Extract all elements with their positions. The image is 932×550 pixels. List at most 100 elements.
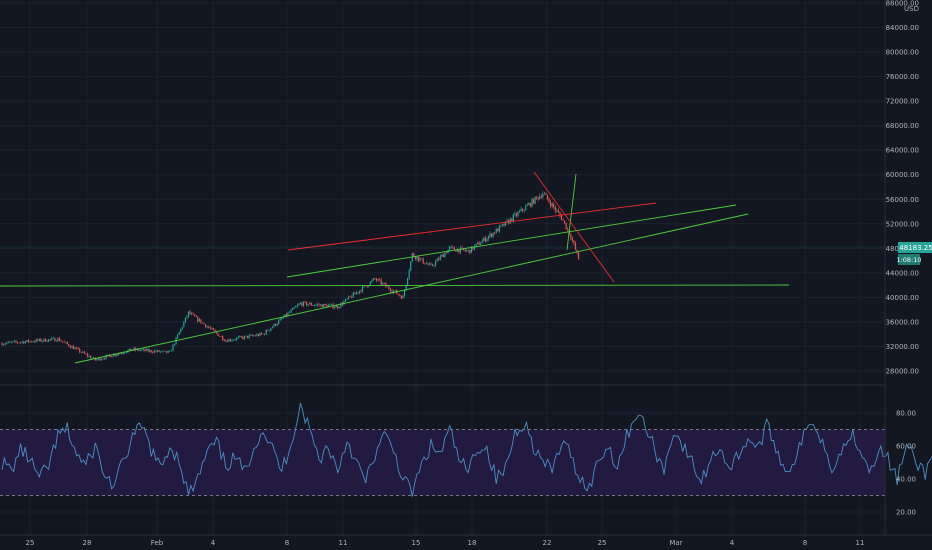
candle-body [324, 303, 326, 305]
breakout-line[interactable] [566, 173, 577, 251]
candle-body [564, 220, 566, 223]
channel-upper-line[interactable] [287, 202, 657, 251]
candle-body [262, 333, 264, 335]
time-tick-label: 4 [211, 539, 216, 547]
rsi-band [0, 429, 885, 496]
candle-body [246, 335, 249, 338]
candle-body [139, 350, 141, 351]
candle-body [110, 355, 112, 358]
candle-body [301, 302, 303, 306]
rising-support-line[interactable] [74, 213, 749, 364]
candle-body [41, 340, 44, 342]
candle-body [500, 225, 502, 227]
last-price-badge-bg [898, 242, 932, 253]
candle-body [253, 335, 255, 337]
candle-body [361, 286, 364, 292]
candle-body [573, 240, 575, 244]
candle-body [315, 304, 317, 306]
countdown-badge: 1:08:10 [896, 254, 922, 265]
channel-lower-line[interactable] [286, 204, 737, 278]
candle-body [337, 305, 339, 309]
candle-body [389, 289, 392, 292]
candle-body [539, 196, 541, 200]
candle-body [68, 344, 70, 347]
candle-body [15, 340, 17, 343]
candle-body [198, 319, 200, 322]
time-tick-label: Feb [151, 539, 164, 547]
candle-body [512, 214, 514, 222]
candle-body [478, 242, 480, 245]
candle-body [523, 210, 525, 211]
candle-body [466, 250, 468, 252]
candle-body [326, 304, 328, 308]
candle-body [355, 292, 357, 295]
candle-body [194, 314, 196, 317]
candle-body [76, 348, 78, 349]
candle-body [388, 286, 390, 290]
candle-body [442, 254, 444, 257]
candle-body [464, 250, 466, 252]
candle-body [285, 314, 288, 316]
candle-body [316, 304, 319, 306]
candle-body [85, 353, 87, 355]
candle-body [29, 341, 31, 342]
time-axis[interactable]: 25 28 Feb 4 8 11 15 18 22 25 Mar 4 8 11 [26, 539, 865, 547]
candle-body [133, 348, 135, 350]
candle-body [72, 346, 75, 350]
time-tick-label: 8 [285, 539, 289, 547]
candle-body [408, 270, 410, 279]
time-tick-label: 11 [339, 539, 348, 547]
candle-body [144, 349, 146, 351]
candle-body [417, 256, 420, 261]
candle-body [268, 330, 270, 332]
candle-body [377, 279, 379, 281]
price-tick-label: 32000.00 [886, 343, 919, 351]
candle-body [107, 354, 109, 356]
candle-body [459, 247, 462, 253]
candle-body [30, 341, 33, 342]
candle-body [121, 353, 123, 354]
candle-body [295, 306, 297, 308]
price-tick-label: 64000.00 [886, 147, 919, 155]
candle-body [57, 338, 59, 342]
candle-body [161, 350, 163, 352]
price-tick-label: 28000.00 [886, 368, 919, 376]
candle-body [329, 304, 331, 306]
countdown-badge-bg [898, 254, 920, 265]
descending-resistance[interactable] [533, 171, 615, 283]
candle-body [438, 258, 440, 260]
candle-body [147, 349, 149, 352]
candle-body [410, 261, 412, 271]
candle-body [63, 341, 65, 343]
candle-body [302, 301, 305, 306]
candle-body [453, 247, 455, 250]
candle-body [368, 285, 370, 287]
candle-body [44, 338, 47, 342]
horizontal-support-line[interactable] [0, 284, 790, 287]
candle-body [382, 283, 384, 285]
candle-body [484, 237, 486, 242]
candle-body [232, 339, 235, 341]
time-tick-label: 8 [803, 539, 807, 547]
rsi-axis[interactable]: 80.00 60.00 40.00 20.00 [896, 410, 916, 517]
candle-body [542, 193, 544, 198]
candle-body [556, 210, 558, 211]
candle-body [309, 303, 311, 305]
candle-body [195, 316, 197, 318]
candle-body [141, 349, 143, 351]
candle-body [270, 328, 272, 331]
candle-body [461, 247, 463, 249]
candle-body [323, 303, 325, 308]
candle-body [257, 334, 260, 336]
time-tick-label: 28 [83, 539, 92, 547]
candle-body [439, 256, 441, 260]
candle-body [528, 203, 530, 205]
candle-body [577, 252, 580, 260]
rsi-band-fill [0, 429, 885, 496]
candle-body [191, 313, 193, 315]
candle-body [397, 293, 399, 295]
candle-body [435, 261, 437, 266]
time-tick-label: 25 [598, 539, 607, 547]
candle-body [346, 298, 348, 300]
